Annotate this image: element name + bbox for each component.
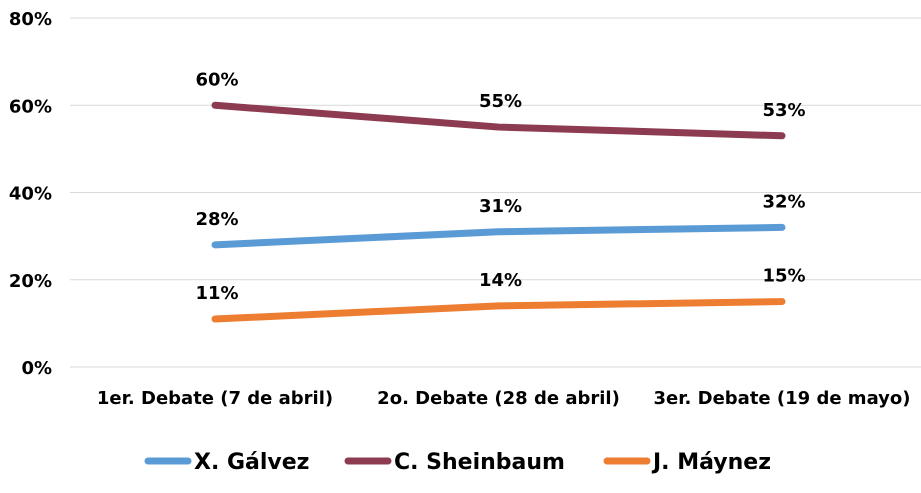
y-tick-label: 80%: [9, 9, 52, 30]
y-tick-label: 40%: [9, 184, 52, 205]
data-label: 28%: [195, 209, 238, 230]
series-lines: [211, 101, 786, 323]
series-line: [211, 298, 786, 323]
data-label: 15%: [762, 266, 805, 287]
data-label: 60%: [195, 69, 238, 90]
x-category-label: 2o. Debate (28 de abril): [377, 388, 620, 409]
x-category-label: 1er. Debate (7 de abril): [97, 388, 333, 409]
data-label: 11%: [195, 283, 238, 304]
x-axis-category-labels: 1er. Debate (7 de abril) 2o. Debate (28 d…: [97, 388, 911, 409]
data-label: 14%: [479, 270, 522, 291]
legend-label: X. Gálvez: [194, 450, 310, 475]
legend: X. Gálvez C. Sheinbaum J. Máynez: [144, 450, 771, 475]
legend-label: C. Sheinbaum: [394, 450, 565, 475]
y-tick-label: 20%: [9, 271, 52, 292]
data-label: 55%: [479, 91, 522, 112]
y-tick-label: 0%: [21, 358, 52, 379]
y-tick-label: 60%: [9, 96, 52, 117]
y-axis-tick-labels: 0% 20% 40% 60% 80%: [9, 9, 52, 379]
legend-label: J. Máynez: [651, 450, 771, 475]
data-label: 53%: [762, 100, 805, 121]
x-category-label: 3er. Debate (19 de mayo): [654, 388, 911, 409]
data-label: 31%: [479, 196, 522, 217]
data-labels: 28% 31% 32% 60% 55% 53% 11% 14% 15%: [195, 69, 805, 304]
series-line: [211, 223, 786, 249]
data-label: 32%: [762, 191, 805, 212]
